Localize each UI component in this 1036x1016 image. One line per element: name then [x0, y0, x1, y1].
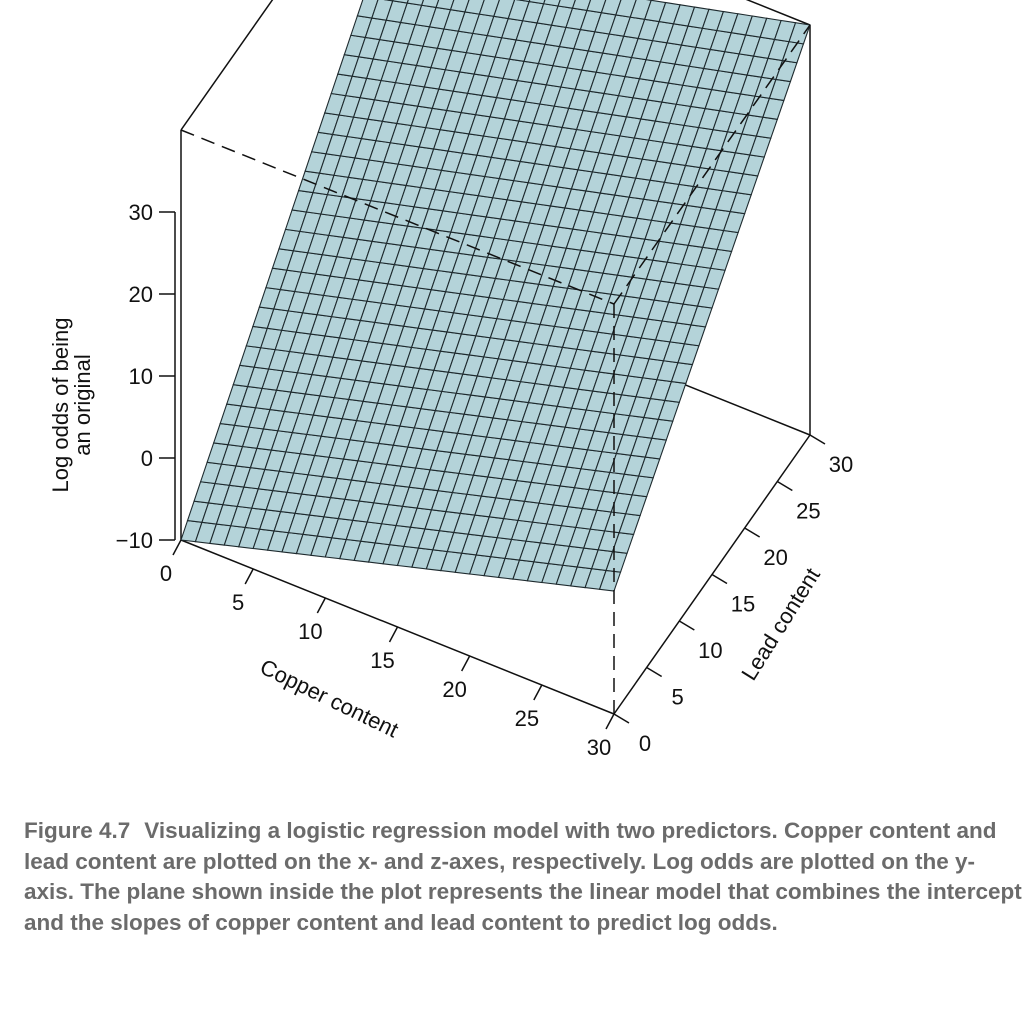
- x-tick: [605, 713, 615, 730]
- surface-cell: [464, 0, 485, 15]
- surface-cell: [571, 0, 592, 12]
- x-tick: [244, 568, 254, 585]
- z-tick: [613, 713, 630, 724]
- surface-cell: [449, 0, 470, 13]
- surface-cell: [515, 0, 531, 3]
- x-tick-label: 25: [515, 706, 539, 731]
- x-tick-label: 5: [232, 590, 244, 615]
- surface-cell: [586, 0, 607, 14]
- surface-cell: [420, 0, 440, 9]
- z-tick: [678, 620, 695, 631]
- x-tick-label: 20: [442, 677, 466, 702]
- box-hidden-edge: [180, 129, 615, 305]
- figure-label: Figure 4.7: [24, 818, 131, 843]
- surface-cell: [406, 0, 425, 6]
- x-tick: [533, 684, 543, 701]
- surface-cell: [383, 0, 394, 2]
- surface-cell: [600, 0, 622, 16]
- box-edge: [180, 0, 274, 131]
- surface-cell: [528, 0, 546, 5]
- z-tick-label: 0: [639, 731, 651, 756]
- z-tick-label: 30: [829, 452, 853, 477]
- x-tick-label: 0: [160, 561, 172, 586]
- y-axis-title-line-2: an original: [70, 354, 95, 456]
- z-tick-label: 5: [672, 685, 684, 710]
- surface-cell: [392, 0, 409, 4]
- surface-cell: [478, 0, 500, 17]
- y-tick-label: 30: [129, 200, 153, 225]
- surface-cell: [542, 0, 561, 7]
- z-tick-label: 25: [796, 499, 820, 524]
- z-axis-title: Lead content: [736, 563, 825, 684]
- y-tick-label: 10: [129, 364, 153, 389]
- x-tick: [172, 539, 182, 556]
- figure-caption: Figure 4.7 Visualizing a logistic regress…: [24, 816, 1024, 938]
- y-axis-title-line-1: Log odds of being: [48, 318, 73, 493]
- z-tick-label: 15: [731, 592, 755, 617]
- z-tick: [809, 434, 826, 445]
- surface-cell: [557, 0, 576, 9]
- plot-box-front: [180, 24, 811, 714]
- x-tick-label: 30: [587, 735, 611, 760]
- z-tick: [744, 527, 761, 538]
- x-tick-label: 10: [298, 619, 322, 644]
- z-tick: [646, 666, 663, 678]
- y-tick-label: 20: [129, 282, 153, 307]
- figure-caption-text: Visualizing a logistic regression model …: [24, 818, 1022, 935]
- z-tick-label: 20: [763, 545, 787, 570]
- z-tick: [776, 480, 793, 492]
- x-tick-label: 15: [370, 648, 394, 673]
- x-tick: [388, 626, 399, 643]
- x-tick: [316, 597, 326, 614]
- box-hidden-edge: [613, 24, 811, 305]
- y-tick-label: 0: [141, 446, 153, 471]
- regression-plane: [180, 0, 811, 592]
- y-axis-title: Log odds of being an original: [48, 318, 95, 493]
- surface-cell: [435, 0, 455, 11]
- y-tick-label: −10: [116, 528, 153, 553]
- z-tick: [711, 573, 728, 585]
- x-tick: [461, 655, 471, 672]
- z-tick-label: 10: [698, 638, 722, 663]
- surface-cell: [615, 0, 637, 18]
